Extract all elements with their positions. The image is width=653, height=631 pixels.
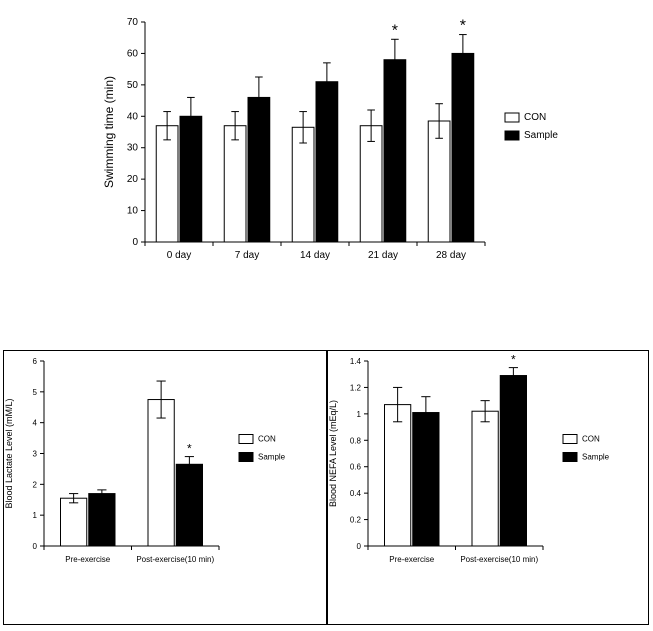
y-axis-label: Blood NEFA Level (mEq/L): [328, 400, 338, 507]
blood-lactate-chart-panel: 0 1 2 3 4 5 6 Blood Lactate Level (mM/L) Pre-exe…: [3, 350, 327, 625]
chart-svg: 0 0.2 0.4 0.6 0.8 1 1.2 1.4 Blood NEFA Level (mE…: [328, 351, 650, 626]
chart-svg: 0 1 2 3 4 5 6 Blood Lactate Level (mM/L) Pre-exe…: [4, 351, 328, 626]
significance-marker: *: [187, 442, 192, 456]
significance-marker: *: [511, 353, 516, 367]
y-tick-label: 1: [357, 410, 362, 419]
y-tick-label: 50: [127, 80, 139, 91]
bar: [176, 464, 202, 546]
y-tick-label: 0.6: [350, 463, 362, 472]
legend-swatch: [239, 453, 253, 462]
bar: [292, 127, 314, 242]
bar: [384, 60, 406, 242]
legend-label: Sample: [258, 453, 286, 462]
y-tick-label: 3: [33, 450, 38, 459]
y-tick-label: 0.8: [350, 436, 362, 445]
x-category-label: Pre-exercise: [65, 555, 110, 564]
x-category-label: Pre-exercise: [389, 555, 434, 564]
x-category-label: Post-exercise(10 min): [460, 555, 538, 564]
y-tick-label: 70: [127, 17, 139, 28]
bar: [360, 126, 382, 242]
y-tick-label: 0: [357, 542, 362, 551]
bar: [385, 405, 411, 546]
y-tick-label: 0: [33, 542, 38, 551]
x-category-label: 7 day: [235, 250, 259, 261]
y-tick-label: 10: [127, 206, 139, 217]
blood-nefa-chart-panel: 0 0.2 0.4 0.6 0.8 1 1.2 1.4 Blood NEFA Level (mE…: [327, 350, 649, 625]
bar: [413, 413, 439, 546]
legend-label: CON: [582, 435, 600, 444]
bar: [316, 82, 338, 242]
y-tick-label: 1.4: [350, 357, 362, 366]
legend-swatch: [239, 435, 253, 444]
y-tick-label: 30: [127, 143, 139, 154]
significance-marker: *: [460, 18, 466, 35]
bar: [148, 400, 174, 546]
y-tick-label: 0.4: [350, 489, 362, 498]
y-tick-label: 6: [33, 357, 38, 366]
bar: [428, 121, 450, 242]
y-tick-label: 5: [33, 388, 38, 397]
legend-swatch: [563, 435, 577, 444]
y-tick-label: 0: [132, 237, 138, 248]
x-category-label: Post-exercise(10 min): [136, 555, 214, 564]
bar: [248, 97, 270, 242]
legend-swatch: [505, 113, 519, 122]
y-tick-label: 0.2: [350, 516, 362, 525]
y-axis-label: Swimming time (min): [102, 76, 116, 188]
bar: [472, 411, 498, 546]
legend-label: Sample: [582, 453, 610, 462]
bar: [89, 494, 115, 546]
y-tick-label: 4: [33, 419, 38, 428]
x-category-label: 21 day: [368, 250, 398, 261]
swimming-time-chart-panel: 0 10 20 30 40 50 60 70 Swimming time (min) 0 day 7…: [97, 12, 649, 347]
x-category-label: 0 day: [167, 250, 191, 261]
y-tick-label: 2: [33, 480, 38, 489]
legend-swatch: [505, 131, 519, 140]
bar: [61, 498, 87, 546]
legend-label: CON: [524, 112, 546, 123]
legend-label: CON: [258, 435, 276, 444]
chart-svg: 0 10 20 30 40 50 60 70 Swimming time (min) 0 day 7…: [97, 12, 649, 347]
x-category-label: 28 day: [436, 250, 466, 261]
y-tick-label: 40: [127, 111, 139, 122]
bar: [156, 126, 178, 242]
y-tick-label: 1.2: [350, 383, 362, 392]
bar: [452, 53, 474, 242]
bar: [224, 126, 246, 242]
y-axis-label: Blood Lactate Level (mM/L): [4, 398, 14, 508]
y-tick-label: 60: [127, 48, 139, 59]
legend-label: Sample: [524, 130, 558, 141]
legend-swatch: [563, 453, 577, 462]
y-tick-label: 20: [127, 174, 139, 185]
y-tick-label: 1: [33, 511, 38, 520]
bar: [500, 376, 526, 546]
significance-marker: *: [392, 22, 398, 39]
x-category-label: 14 day: [300, 250, 330, 261]
